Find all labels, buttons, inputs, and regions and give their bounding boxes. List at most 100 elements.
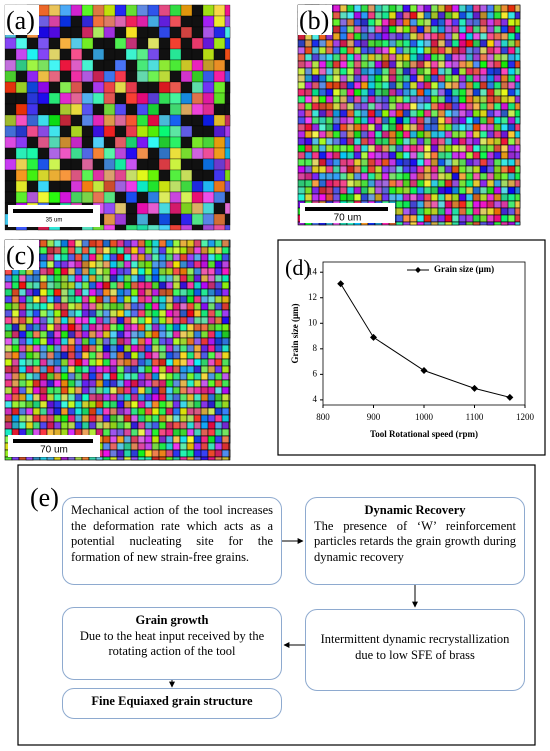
grain [416, 39, 425, 48]
grain [213, 48, 226, 61]
grain [102, 379, 111, 388]
grain [493, 25, 502, 34]
grain [311, 193, 320, 202]
grain [165, 435, 174, 444]
grain [4, 180, 17, 193]
grain [353, 32, 362, 41]
grain [25, 407, 34, 416]
grain [228, 365, 231, 374]
grain [479, 207, 488, 216]
grain [430, 158, 439, 167]
grain [339, 4, 348, 13]
grain [18, 421, 27, 430]
grain [186, 246, 195, 255]
grain [346, 32, 355, 41]
grain [500, 25, 509, 34]
grain [147, 15, 160, 28]
grain [332, 46, 341, 55]
grain [67, 379, 76, 388]
grain [130, 365, 139, 374]
grain [304, 53, 313, 62]
grain [123, 449, 132, 458]
grain [202, 180, 215, 193]
grain [4, 358, 13, 367]
grain [158, 407, 167, 416]
grain [81, 309, 90, 318]
grain [59, 136, 72, 149]
grain [74, 323, 83, 332]
grain [500, 39, 509, 48]
grain [514, 102, 521, 111]
grain [304, 109, 313, 118]
grain [353, 116, 362, 125]
grain [409, 102, 418, 111]
grain [123, 253, 132, 262]
grain [95, 337, 104, 346]
grain [102, 239, 111, 248]
grain [214, 274, 223, 283]
grain [4, 103, 17, 116]
grain [81, 456, 90, 461]
grain [325, 39, 334, 48]
grain [169, 81, 182, 94]
grain [430, 207, 439, 216]
grain [221, 372, 230, 381]
grain [116, 449, 125, 458]
grain [472, 4, 481, 13]
grain [416, 4, 425, 13]
grain [207, 337, 216, 346]
grain [224, 92, 231, 105]
grain [4, 456, 13, 461]
grain [214, 316, 223, 325]
grain [60, 316, 69, 325]
grain [151, 253, 160, 262]
grain [402, 214, 411, 223]
grain [202, 4, 215, 17]
node-title: Grain growth [135, 613, 209, 627]
grain [151, 295, 160, 304]
grain [500, 18, 509, 27]
scale-bar-label: 70 um [334, 213, 362, 224]
data-point [337, 280, 345, 288]
grain [123, 407, 132, 416]
grain [151, 288, 160, 297]
grain [221, 323, 230, 332]
grain [103, 26, 116, 39]
x-tick-label: 1200 [516, 412, 535, 422]
grain [109, 295, 118, 304]
grain [147, 169, 160, 182]
grain [48, 92, 61, 105]
grain [395, 88, 404, 97]
grain [202, 147, 215, 160]
grain [11, 456, 20, 461]
grain [53, 407, 62, 416]
grain [374, 32, 383, 41]
grain [402, 151, 411, 160]
grain [114, 70, 127, 83]
grain [367, 67, 376, 76]
grain [465, 193, 474, 202]
grain [123, 330, 132, 339]
grain [137, 456, 146, 461]
scale-bar-bg [8, 205, 100, 227]
grain [479, 88, 488, 97]
grain [367, 60, 376, 69]
data-line [340, 283, 510, 398]
grain [46, 365, 55, 374]
grain [116, 456, 125, 461]
grain [479, 123, 488, 132]
grain [514, 39, 521, 48]
grain [130, 379, 139, 388]
grain [165, 309, 174, 318]
grain [444, 207, 453, 216]
grain [103, 169, 116, 182]
grain [353, 158, 362, 167]
grain [130, 358, 139, 367]
grain [81, 295, 90, 304]
grain [479, 39, 488, 48]
grain [53, 456, 62, 461]
panel-label: (d) [285, 255, 311, 280]
grain [144, 393, 153, 402]
grain [88, 323, 97, 332]
grain [102, 407, 111, 416]
